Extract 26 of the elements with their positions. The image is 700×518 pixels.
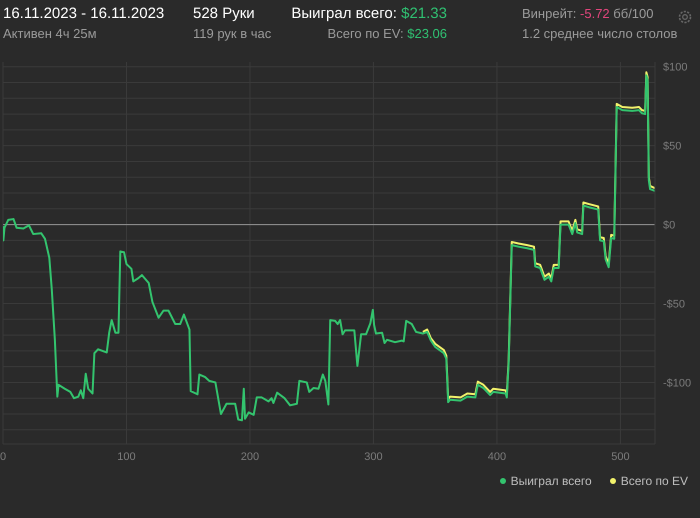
y-tick-label: $0 <box>663 219 676 232</box>
x-tick-label: 100 <box>117 450 136 463</box>
text: 119 рук в час <box>193 26 272 41</box>
text: Всего по EV: <box>328 26 404 41</box>
text: $21.33 <box>401 5 447 22</box>
x-tick-label: 200 <box>240 450 260 463</box>
line-series <box>3 74 655 422</box>
legend-label: Выиграл всего <box>510 474 592 488</box>
y-tick-label: -$100 <box>663 377 692 390</box>
x-tick-label: 500 <box>611 450 630 463</box>
text: Активен 4ч 25м <box>3 26 97 41</box>
text: 16.11.2023 - 16.11.2023 <box>3 5 164 22</box>
x-tick-label: 300 <box>364 450 383 463</box>
text: 528 Руки <box>193 5 255 22</box>
text: 1.2 среднее число столов <box>522 26 678 41</box>
text: Винрейт: <box>522 6 576 21</box>
y-tick-label: $50 <box>663 140 682 153</box>
y-tick-label: -$50 <box>663 298 686 310</box>
text: $23.06 <box>407 26 447 41</box>
legend-label: Всего по EV <box>620 474 688 488</box>
text: Выиграл всего: <box>291 5 397 22</box>
text: бб/100 <box>613 6 654 21</box>
x-tick-label: 400 <box>488 450 506 463</box>
x-tick-label: 0 <box>0 450 6 463</box>
y-tick-label: $100 <box>663 62 688 74</box>
text: -5.72 <box>580 6 610 21</box>
